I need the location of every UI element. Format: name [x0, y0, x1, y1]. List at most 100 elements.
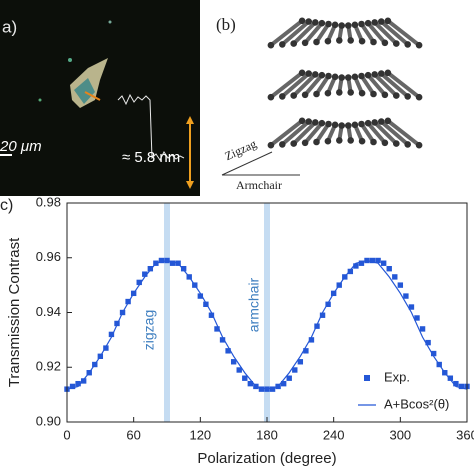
data-point	[303, 348, 309, 354]
x-tick-label: 300	[389, 427, 411, 442]
atom	[338, 74, 346, 81]
fit-line	[66, 259, 468, 390]
data-point	[142, 271, 148, 277]
x-tick-label: 240	[323, 427, 345, 442]
atom	[331, 21, 339, 29]
y-tick-label: 0.90	[36, 413, 61, 428]
data-point	[219, 337, 226, 343]
data-point	[419, 326, 426, 332]
y-tick-label: 0.92	[36, 359, 61, 374]
atom	[298, 117, 306, 125]
y-tick-label: 0.94	[36, 304, 61, 319]
bond	[359, 22, 376, 44]
data-point	[286, 375, 292, 381]
data-point	[125, 298, 131, 305]
atom	[347, 89, 355, 96]
bond	[269, 19, 304, 47]
data-point	[347, 268, 354, 275]
atom	[336, 137, 343, 144]
bond	[303, 73, 324, 97]
x-tick-label: 0	[63, 427, 70, 442]
data-point	[353, 263, 359, 269]
atom	[338, 122, 346, 129]
bond	[303, 121, 324, 145]
atom	[347, 37, 355, 44]
data-point	[386, 266, 392, 272]
annotation: armchair	[246, 277, 262, 332]
data-point	[236, 367, 242, 373]
profile-line	[84, 91, 101, 101]
atom	[267, 93, 275, 101]
atom	[415, 141, 423, 149]
atom	[290, 92, 298, 99]
data-point	[414, 315, 420, 321]
atom	[358, 137, 366, 145]
atom	[325, 20, 332, 28]
atom	[393, 92, 400, 99]
atom	[371, 19, 379, 26]
data-point	[369, 257, 376, 264]
bond	[314, 22, 331, 44]
atom	[371, 71, 379, 78]
data-point	[375, 257, 381, 264]
data-point	[325, 301, 331, 307]
atom	[318, 119, 326, 127]
y-axis-label: Transmission Contrast	[6, 237, 23, 387]
bond	[386, 19, 421, 47]
data-point	[230, 359, 237, 365]
atom	[364, 19, 372, 27]
data-point	[430, 350, 437, 357]
data-point	[214, 326, 220, 332]
panel-label: c)	[0, 197, 13, 214]
bond	[359, 122, 376, 144]
atom	[345, 74, 352, 81]
data-point	[147, 266, 154, 272]
atom	[393, 40, 400, 47]
bond	[292, 20, 317, 46]
bond	[366, 21, 387, 45]
highlight-band	[264, 203, 270, 422]
atom	[351, 21, 359, 29]
atom	[370, 138, 377, 146]
speck	[68, 58, 72, 62]
data-point	[358, 260, 365, 266]
atom	[358, 72, 365, 80]
atom	[279, 141, 286, 148]
atom	[298, 17, 306, 25]
atom	[415, 93, 423, 101]
atom	[324, 37, 332, 45]
atom	[279, 41, 286, 48]
data-point	[280, 380, 287, 387]
atom	[313, 38, 320, 46]
bond	[269, 71, 304, 99]
data-point	[258, 386, 265, 392]
thickness-label: ≈ 5.8 nm	[122, 149, 180, 166]
bond	[373, 20, 398, 46]
atom	[358, 89, 366, 97]
speck	[38, 98, 42, 102]
data-point	[403, 293, 409, 299]
bond	[314, 122, 331, 144]
data-point	[169, 260, 176, 266]
atom	[358, 120, 365, 128]
atom	[378, 118, 385, 125]
data-point	[225, 348, 231, 354]
atom	[336, 89, 343, 96]
bond	[280, 72, 311, 98]
data-point	[269, 386, 276, 392]
atom	[267, 141, 275, 149]
atom	[384, 69, 392, 77]
data-point	[392, 274, 398, 280]
x-tick-label: 360	[456, 427, 474, 442]
atom	[351, 73, 359, 81]
atom	[312, 19, 319, 26]
data-point	[75, 380, 81, 387]
data-point	[453, 380, 459, 387]
atom	[384, 17, 392, 25]
atom	[324, 89, 332, 97]
data-point	[197, 293, 204, 299]
height-profile	[117, 93, 185, 161]
atom	[325, 120, 332, 128]
legend-label: A+Bcos²(θ)	[384, 396, 449, 411]
